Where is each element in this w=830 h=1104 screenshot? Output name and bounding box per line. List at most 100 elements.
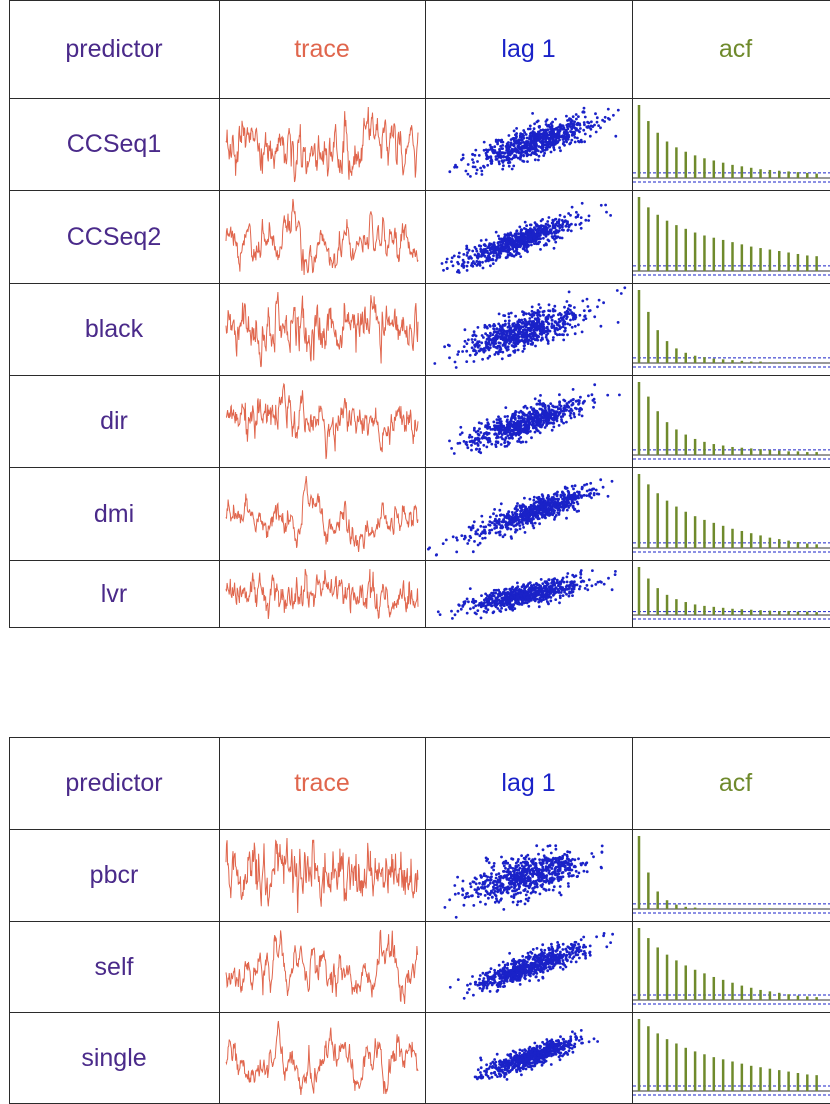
lag-point <box>506 415 509 418</box>
lag-point <box>540 586 543 589</box>
lag-point <box>534 221 537 224</box>
lag-point <box>557 506 560 509</box>
lag-point <box>529 132 532 135</box>
lag-point <box>537 120 540 123</box>
lag-point <box>466 265 469 268</box>
lag-point <box>500 334 503 337</box>
lag-point <box>460 608 463 611</box>
lag-point <box>477 604 480 607</box>
trace-line <box>226 107 418 182</box>
lag-point <box>527 415 530 418</box>
lag-point <box>492 865 495 868</box>
lag-point <box>502 908 505 911</box>
lag-point <box>513 518 516 521</box>
lag-point <box>498 148 501 151</box>
lag-point <box>500 243 503 246</box>
lag-point <box>566 584 569 587</box>
lag-point <box>562 339 565 342</box>
lag-point <box>478 534 481 537</box>
lag-point <box>512 603 515 606</box>
lag-point <box>484 424 487 427</box>
lag-points <box>448 107 619 178</box>
lag-point <box>519 421 522 424</box>
lag-point <box>590 120 593 123</box>
lag-point <box>534 431 537 434</box>
lag-point <box>472 606 475 609</box>
lag-point <box>511 437 514 440</box>
lag-point <box>556 579 559 582</box>
lag-point <box>528 411 531 414</box>
lag-point <box>513 331 516 334</box>
lag-point <box>478 434 481 437</box>
lag-point <box>563 499 566 502</box>
lag-point <box>525 894 528 897</box>
lag-point <box>483 244 486 247</box>
lag-point <box>498 509 501 512</box>
lag-point <box>535 427 538 430</box>
lag-point <box>551 429 554 432</box>
lag-point <box>495 351 498 354</box>
lag-point <box>585 862 588 865</box>
lag-point <box>563 413 566 416</box>
lag-point <box>487 257 490 260</box>
lag-point <box>531 306 534 309</box>
lag-point <box>542 877 545 880</box>
lag-point <box>577 857 580 860</box>
lag-points <box>444 844 604 919</box>
lag-point <box>472 904 475 907</box>
lag-point <box>588 215 591 218</box>
lag-point <box>569 123 572 126</box>
lag-point <box>533 127 536 130</box>
lag-point <box>508 319 511 322</box>
lag-point <box>505 526 508 529</box>
lag-point <box>512 524 515 527</box>
lag-point <box>539 431 542 434</box>
lag-point <box>439 613 442 616</box>
lag-point <box>524 531 527 534</box>
lag-point <box>592 488 595 491</box>
lag-point <box>496 888 499 891</box>
lag-point <box>573 575 576 578</box>
lag-point <box>486 347 489 350</box>
lag-point <box>575 113 578 116</box>
lag-point <box>498 328 501 331</box>
lag-point <box>460 534 463 537</box>
lag-point <box>480 617 483 620</box>
lag-point <box>522 321 525 324</box>
lag-point <box>490 529 493 532</box>
lag-point <box>505 341 508 344</box>
lag-point <box>437 610 440 613</box>
lag-point <box>564 132 567 135</box>
lag-point <box>587 219 590 222</box>
lag-point <box>546 320 549 323</box>
lag-point <box>535 139 538 142</box>
lag-point <box>600 204 603 207</box>
lag-point <box>501 147 504 150</box>
lag-point <box>471 265 474 268</box>
lag-point <box>603 120 606 123</box>
lag-point <box>575 118 578 121</box>
lag-point <box>478 340 481 343</box>
lag-point <box>515 132 518 135</box>
lag-point <box>545 334 548 337</box>
acf-plot <box>633 284 830 375</box>
lag-point <box>531 420 534 423</box>
lag-point <box>522 154 525 157</box>
lag-point <box>567 307 570 310</box>
lag-point <box>480 249 483 252</box>
lag-point <box>546 315 549 318</box>
lag-point <box>542 848 545 851</box>
lag-point <box>560 420 563 423</box>
lag-point <box>569 319 572 322</box>
predictor-name: dir <box>9 376 219 467</box>
lag-point <box>488 861 491 864</box>
lag-point <box>530 333 533 336</box>
lag-point <box>536 514 539 517</box>
lag-point <box>537 159 540 162</box>
lag-point <box>572 505 575 508</box>
lag-point <box>487 423 490 426</box>
lag-point <box>457 610 460 613</box>
lag-point <box>474 612 477 615</box>
lag-point <box>563 581 566 584</box>
lag-point <box>505 597 508 600</box>
